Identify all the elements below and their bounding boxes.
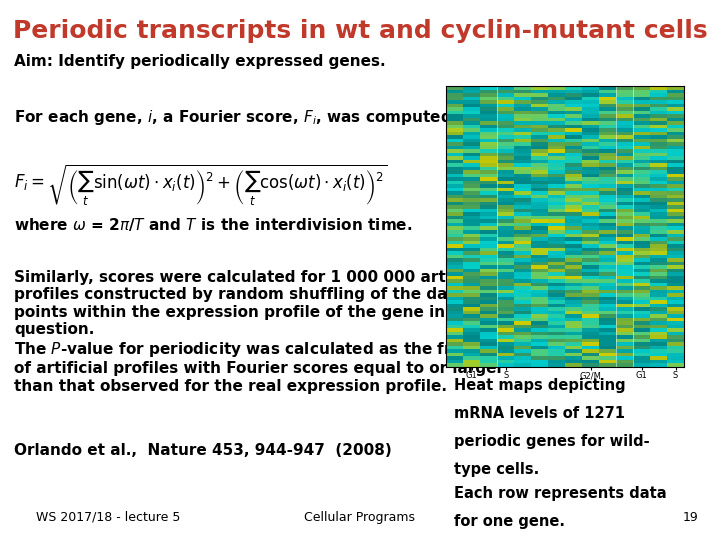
Text: type cells.: type cells. <box>454 462 539 477</box>
Text: Orlando et al.,  Nature 453, 944-947  (2008): Orlando et al., Nature 453, 944-947 (200… <box>14 443 392 458</box>
Text: where $\omega$ = 2$\pi$/$T$ and $T$ is the interdivision time.: where $\omega$ = 2$\pi$/$T$ and $T$ is t… <box>14 216 413 233</box>
Text: periodic genes for wild-: periodic genes for wild- <box>454 434 649 449</box>
Text: Periodic transcripts in wt and cyclin-mutant cells: Periodic transcripts in wt and cyclin-mu… <box>13 19 707 43</box>
Text: mRNA levels of 1271: mRNA levels of 1271 <box>454 406 625 421</box>
Text: Heat maps depicting: Heat maps depicting <box>454 378 625 393</box>
Text: for one gene.: for one gene. <box>454 514 564 529</box>
Text: $F_i = \sqrt{\left(\sum_t \sin(\omega t) \cdot x_i(t)\right)^2 + \left(\sum_t \c: $F_i = \sqrt{\left(\sum_t \sin(\omega t)… <box>14 162 388 207</box>
Text: Cellular Programs: Cellular Programs <box>305 511 415 524</box>
Text: WS 2017/18 - lecture 5: WS 2017/18 - lecture 5 <box>36 511 181 524</box>
Text: 19: 19 <box>683 511 698 524</box>
Text: Each row represents data: Each row represents data <box>454 486 666 501</box>
Text: For each gene, $i$, a Fourier score, $F_i$, was computed as: For each gene, $i$, a Fourier score, $F_… <box>14 108 477 127</box>
Text: Similarly, scores were calculated for 1 000 000 artificial
profiles constructed : Similarly, scores were calculated for 1 … <box>14 270 505 394</box>
Text: Aim: Identify periodically expressed genes.: Aim: Identify periodically expressed gen… <box>14 54 386 69</box>
